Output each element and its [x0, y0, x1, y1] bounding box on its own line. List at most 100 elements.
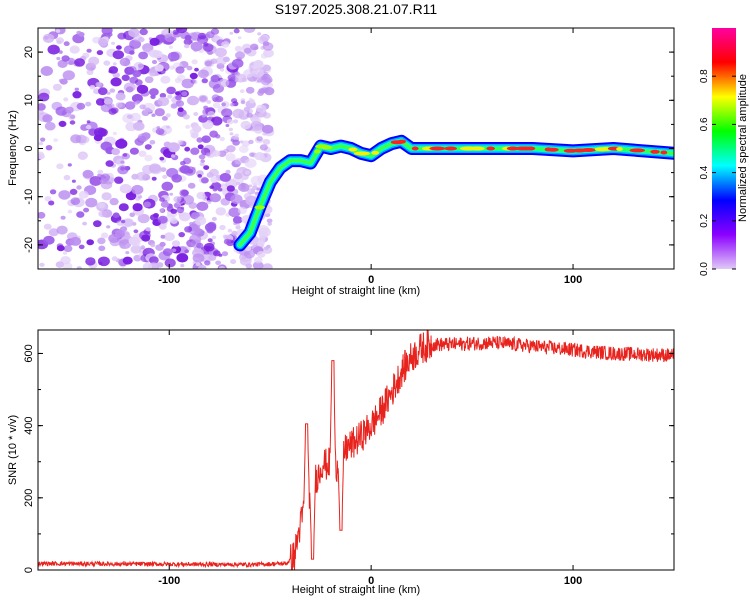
noise-blob — [97, 169, 104, 175]
noise-blob — [225, 169, 231, 174]
signal-hotspot — [353, 151, 370, 156]
noise-blob — [264, 246, 269, 251]
signal-hotspot — [486, 146, 496, 151]
noise-blob — [267, 222, 272, 226]
snr-frame — [37, 329, 675, 571]
noise-blob — [150, 94, 156, 100]
noise-blob — [160, 234, 166, 239]
noise-blob — [103, 98, 113, 105]
noise-blob — [86, 48, 92, 53]
noise-blob — [115, 138, 128, 149]
signal-hotspot — [469, 146, 485, 151]
noise-blob — [190, 132, 199, 139]
noise-blob — [148, 69, 158, 77]
noise-blob — [202, 43, 214, 52]
noise-blob — [138, 150, 147, 157]
noise-blob — [192, 253, 205, 263]
noise-blob — [201, 78, 208, 84]
noise-blob — [236, 223, 241, 227]
noise-blob — [76, 211, 85, 218]
noise-blob — [43, 235, 55, 245]
noise-blob — [183, 166, 196, 176]
signal-track — [233, 134, 674, 252]
noise-blob — [196, 191, 206, 200]
signal-hotspot — [580, 148, 597, 152]
noise-blob — [211, 216, 217, 221]
noise-blob — [142, 102, 156, 113]
signal-hotspot — [348, 147, 358, 152]
noise-blob — [162, 174, 168, 179]
noise-blob — [243, 28, 256, 33]
noise-blob — [182, 114, 190, 120]
noise-blob — [215, 56, 227, 66]
spectrogram-x-ticks: -100 0 100 — [158, 28, 582, 286]
noise-blob — [261, 87, 269, 93]
noise-blob — [136, 84, 149, 94]
noise-blob — [96, 50, 104, 56]
noise-blob — [210, 176, 219, 183]
noise-blob — [193, 112, 199, 116]
noise-blob — [86, 69, 94, 76]
noise-blob — [71, 179, 76, 183]
noise-blob — [248, 97, 253, 101]
signal-track-band — [233, 134, 674, 252]
noise-blob — [44, 121, 56, 131]
noise-blob — [100, 141, 113, 151]
noise-blob — [184, 226, 193, 233]
noise-blob — [136, 171, 148, 181]
signal-hotspot — [650, 149, 660, 154]
noise-blob — [122, 153, 128, 157]
noise-blob — [69, 188, 78, 195]
noise-blob — [78, 244, 85, 250]
noise-blob — [144, 144, 152, 150]
spectrogram-y-label: Frequency (Hz) — [7, 110, 19, 186]
noise-blob — [108, 108, 117, 115]
noise-blob — [131, 93, 143, 103]
noise-blob — [190, 147, 200, 155]
noise-blob — [38, 141, 44, 146]
noise-blob — [187, 182, 196, 189]
noise-blob — [53, 138, 59, 143]
colorbar-tick-label: 0.2 — [699, 213, 710, 227]
noise-blob — [136, 100, 141, 104]
noise-blob — [241, 255, 247, 260]
noise-blob — [69, 236, 82, 246]
noise-blob — [85, 197, 98, 208]
noise-blob — [226, 185, 235, 192]
noise-blob — [151, 176, 157, 181]
noise-blob — [238, 183, 250, 192]
noise-blob — [145, 227, 151, 232]
noise-blob — [257, 32, 262, 36]
noise-blob — [175, 28, 188, 34]
noise-blob — [58, 120, 67, 127]
noise-blob — [118, 203, 129, 212]
noise-blob — [133, 229, 139, 234]
noise-blob — [161, 116, 168, 121]
noise-blob — [142, 262, 153, 269]
noise-blob — [63, 41, 70, 47]
noise-blob — [171, 98, 175, 102]
noise-blob — [197, 35, 209, 45]
noise-blob — [116, 45, 122, 50]
x-tick-label: 0 — [368, 274, 374, 286]
noise-blob — [233, 172, 243, 180]
noise-blob — [252, 185, 258, 191]
signal-hotspot — [397, 139, 406, 144]
noise-blob — [171, 248, 177, 253]
noise-blob — [228, 207, 241, 218]
noise-blob — [207, 111, 216, 118]
noise-blob — [175, 66, 185, 74]
noise-blob — [120, 219, 126, 224]
noise-blob — [192, 125, 202, 133]
noise-blob — [78, 152, 88, 160]
noise-blob — [157, 215, 168, 224]
noise-blob — [232, 216, 243, 224]
noise-blob — [243, 106, 250, 112]
noise-blob — [38, 153, 45, 160]
noise-blob — [170, 103, 178, 109]
noise-blob — [57, 59, 68, 68]
noise-blob — [194, 67, 199, 72]
noise-blob — [211, 116, 223, 126]
noise-blob — [86, 239, 94, 246]
noise-blob — [207, 221, 217, 230]
